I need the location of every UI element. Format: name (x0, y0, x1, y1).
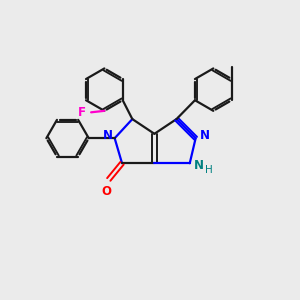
Text: N: N (194, 159, 204, 172)
Text: N: N (200, 129, 209, 142)
Text: H: H (205, 165, 213, 175)
Text: N: N (103, 129, 113, 142)
Text: F: F (78, 106, 86, 119)
Text: O: O (101, 185, 111, 198)
